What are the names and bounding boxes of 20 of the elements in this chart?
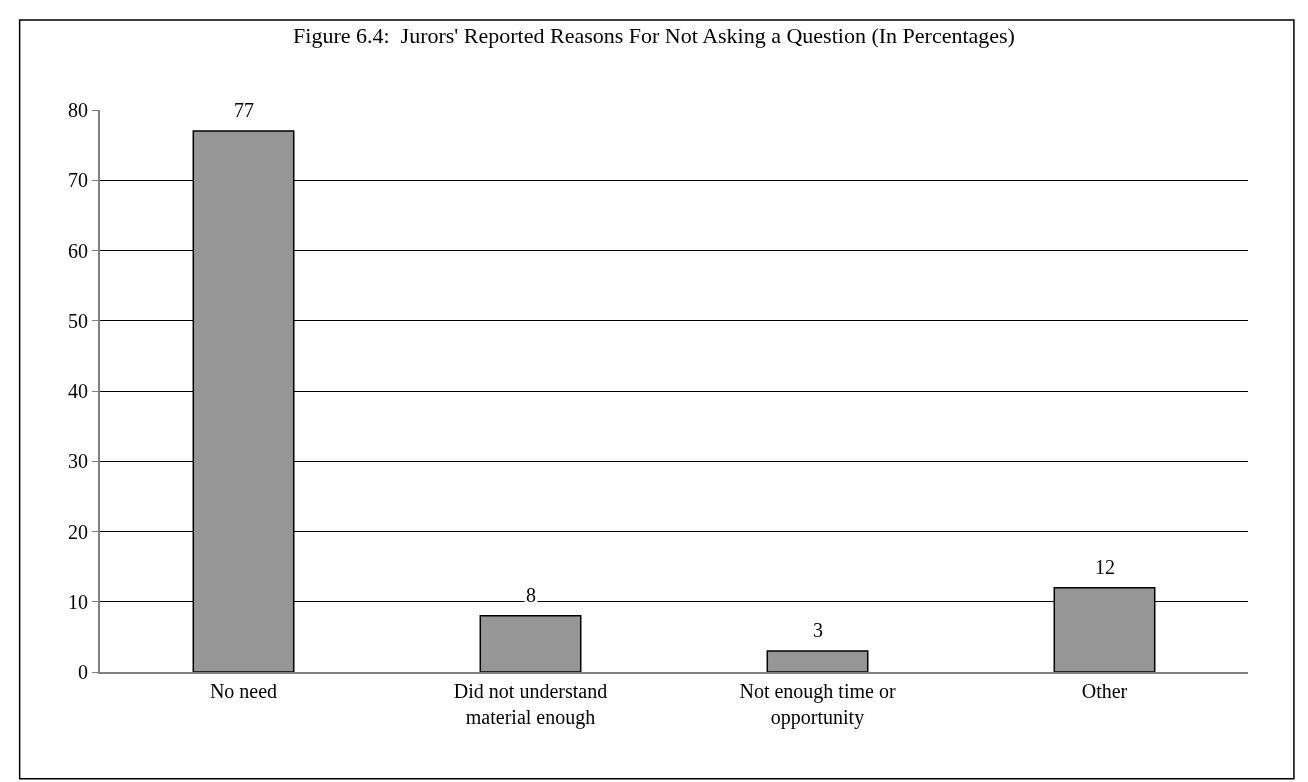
data-label: 8 (526, 584, 536, 606)
x-tick-label: Did not understand material enough (453, 680, 608, 729)
x-tick-label: No need (209, 680, 278, 702)
y-tick-label: 0 (78, 661, 88, 683)
y-tick-label: 20 (68, 520, 88, 543)
data-label: 77 (234, 99, 254, 121)
chart-title: Figure 6.4: Jurors' Reported Reasons For Not Asking a Question (In Percentages) (293, 22, 1015, 48)
y-tick-label: 10 (68, 590, 88, 613)
x-tick-label: Other (1081, 680, 1128, 702)
y-tick-label: 50 (68, 309, 88, 332)
y-tick-label: 80 (68, 99, 88, 121)
y-tick-label: 60 (68, 239, 88, 262)
y-tick-label: 40 (68, 380, 88, 402)
x-tick-label: Not enough time or opportunity (739, 680, 896, 729)
y-tick-label: 70 (68, 169, 88, 192)
bar (766, 650, 869, 672)
data-label: 12 (1095, 556, 1115, 578)
data-label: 3 (813, 619, 823, 641)
bar (479, 615, 582, 672)
y-tick-label: 30 (68, 450, 88, 473)
